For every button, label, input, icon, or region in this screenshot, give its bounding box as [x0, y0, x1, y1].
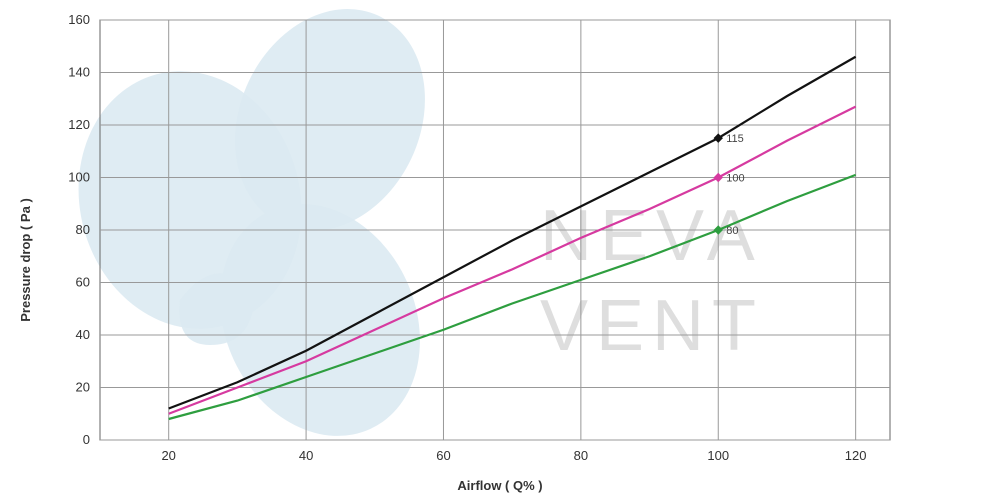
y-tick-label: 100 [68, 170, 90, 185]
y-tick-label: 40 [76, 327, 90, 342]
y-tick-label: 140 [68, 65, 90, 80]
x-tick-label: 40 [299, 448, 313, 463]
watermark-line2: VENT [540, 286, 764, 366]
y-tick-label: 60 [76, 275, 90, 290]
x-tick-label: 100 [707, 448, 729, 463]
pressure-drop-chart: NEVA VENT 0 20 40 60 80 100 120 140 160 20 40 60 80 1… [0, 0, 1000, 503]
y-tick-label: 160 [68, 12, 90, 27]
y-tick-label: 120 [68, 117, 90, 132]
series-115-label: 115 [726, 133, 744, 145]
watermark-text: NEVA VENT [540, 196, 764, 366]
watermark-logo [50, 0, 460, 469]
x-tick-label: 20 [161, 448, 175, 463]
y-tick-label: 0 [83, 432, 90, 447]
y-tick-label: 20 [76, 380, 90, 395]
y-axis-label: Pressure drop ( Pa ) [18, 198, 33, 322]
x-tick-label: 80 [574, 448, 588, 463]
y-tick-label: 80 [76, 222, 90, 237]
series-80-label: 80 [726, 225, 738, 237]
x-tick-label: 60 [436, 448, 450, 463]
x-tick-label: 120 [845, 448, 867, 463]
x-axis-label: Airflow ( Q% ) [457, 478, 542, 493]
series-100-marker [714, 174, 722, 182]
series-100-label: 100 [726, 173, 744, 185]
